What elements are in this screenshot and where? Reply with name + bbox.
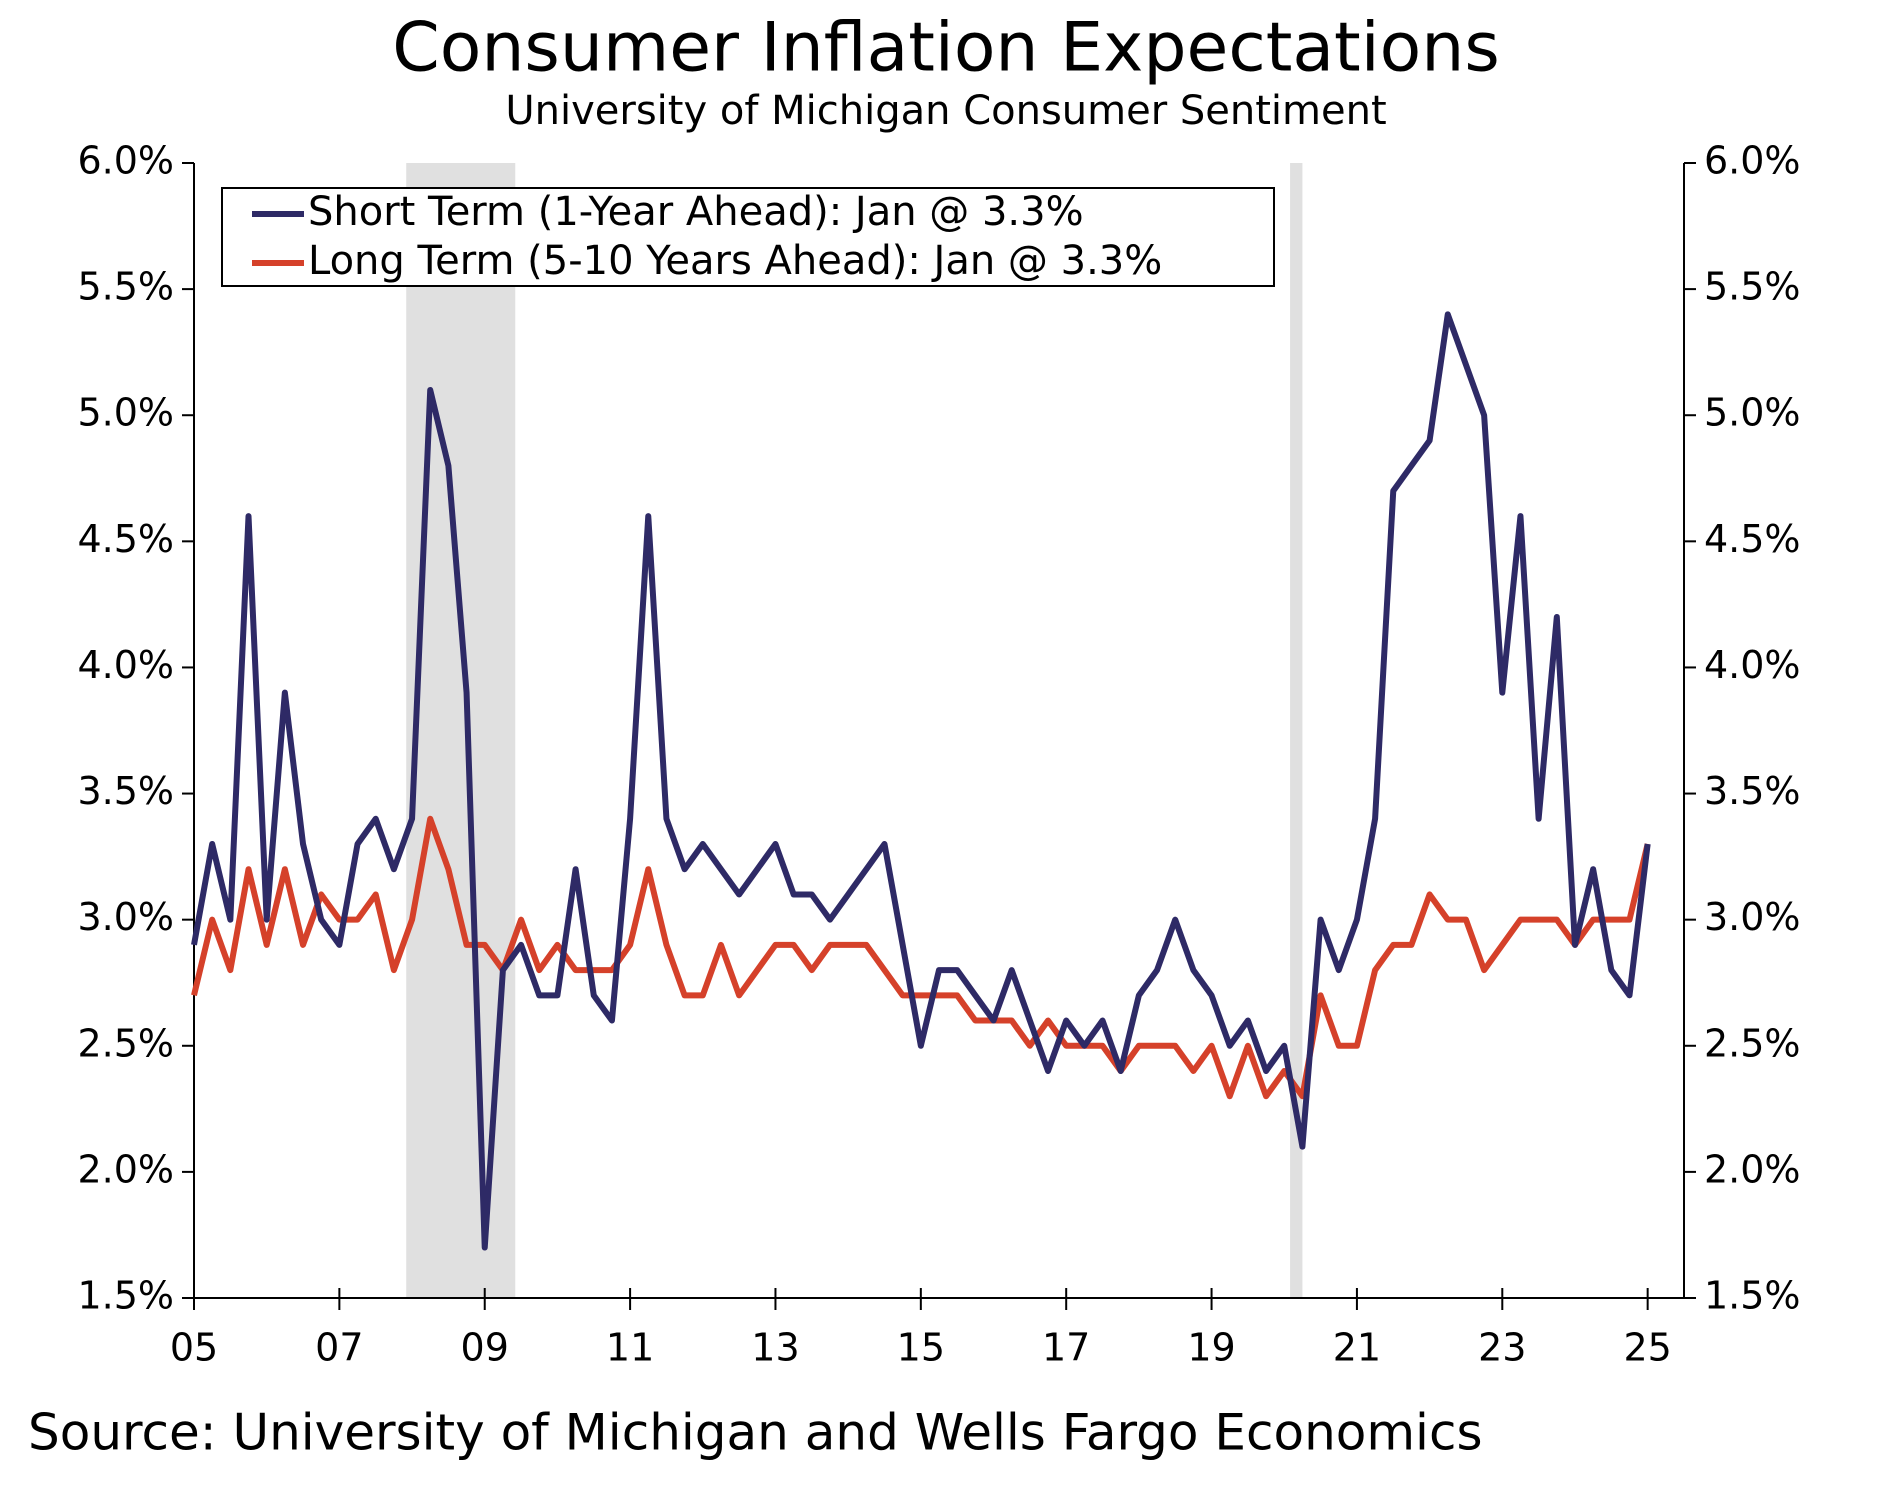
chart-subtitle: University of Michigan Consumer Sentimen… <box>505 88 1386 134</box>
x-tick-label: 11 <box>606 1326 654 1370</box>
y2-tick-label: 4.0% <box>1704 643 1801 687</box>
y2-tick-label: 1.5% <box>1704 1274 1801 1318</box>
series-line <box>191 311 1651 1251</box>
y-tick-label: 5.0% <box>77 391 174 435</box>
y-tick-label: 3.0% <box>77 895 174 939</box>
y-tick-label: 4.0% <box>77 643 174 687</box>
legend-box <box>221 187 1275 287</box>
y2-tick-label: 3.5% <box>1704 769 1801 813</box>
legend-label: Short Term (1-Year Ahead): Jan @ 3.3% <box>308 189 1084 235</box>
chart-title: Consumer Inflation Expectations <box>392 9 1500 88</box>
y-tick-label: 5.5% <box>77 265 174 309</box>
x-tick-label: 15 <box>897 1326 945 1370</box>
y-tick-label: 2.5% <box>77 1021 174 1065</box>
y-tick-label: 1.5% <box>77 1274 174 1318</box>
x-tick-label: 17 <box>1042 1326 1090 1370</box>
y-tick-label: 3.5% <box>77 769 174 813</box>
x-tick-label: 09 <box>461 1326 509 1370</box>
legend-label: Long Term (5-10 Years Ahead): Jan @ 3.3% <box>308 238 1162 284</box>
y2-tick-label: 3.0% <box>1704 895 1801 939</box>
x-tick-label: 23 <box>1478 1326 1526 1370</box>
series-line <box>191 815 1651 1100</box>
recession-shade <box>406 163 516 1298</box>
y-tick-label: 2.0% <box>77 1147 174 1191</box>
y2-tick-label: 5.5% <box>1704 265 1801 309</box>
recession-shade <box>1290 163 1303 1298</box>
y2-tick-label: 4.5% <box>1704 517 1801 561</box>
x-tick-label: 25 <box>1623 1326 1671 1370</box>
x-tick-label: 13 <box>751 1326 799 1370</box>
y2-tick-label: 6.0% <box>1704 139 1801 183</box>
x-tick-label: 19 <box>1187 1326 1235 1370</box>
x-tick-label: 07 <box>315 1326 363 1370</box>
y2-tick-label: 2.0% <box>1704 1147 1801 1191</box>
y-tick-label: 4.5% <box>77 517 174 561</box>
y2-tick-label: 5.0% <box>1704 391 1801 435</box>
source-note: Source: University of Michigan and Wells… <box>28 1404 1483 1462</box>
x-tick-label: 05 <box>170 1326 218 1370</box>
y2-tick-label: 2.5% <box>1704 1021 1801 1065</box>
y-tick-label: 6.0% <box>77 139 174 183</box>
x-tick-label: 21 <box>1333 1326 1381 1370</box>
